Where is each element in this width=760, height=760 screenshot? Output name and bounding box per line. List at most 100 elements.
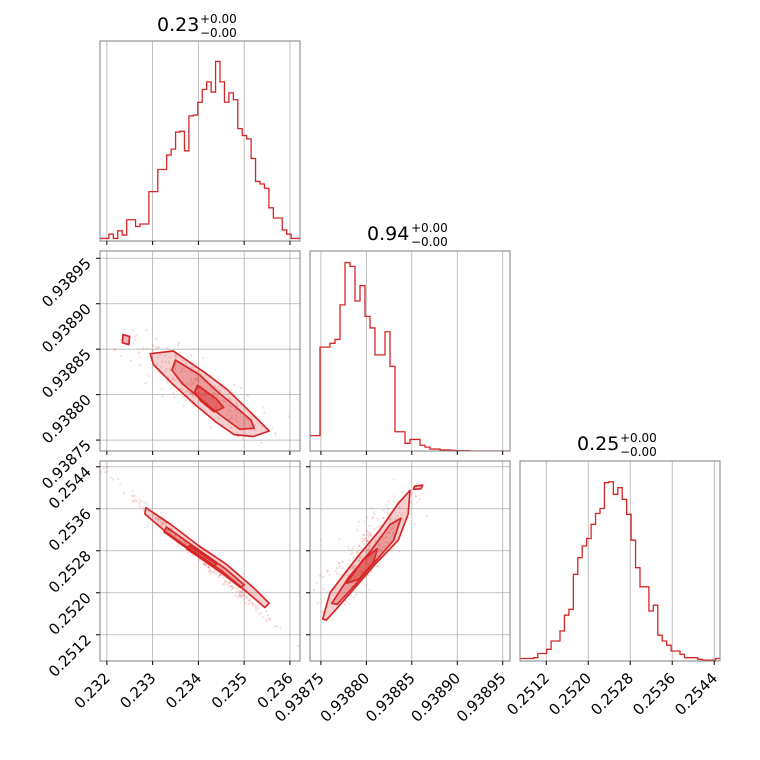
scatter-point [366, 539, 369, 543]
scatter-point [387, 513, 390, 516]
scatter-point [342, 566, 345, 570]
scatter-point [156, 517, 159, 520]
scatter-point [373, 513, 376, 516]
panel-frame [519, 460, 721, 662]
scatter-point [181, 388, 184, 391]
scatter-point [213, 385, 216, 388]
scatter-point [339, 573, 342, 576]
scatter-point [186, 390, 190, 393]
scatter-point [238, 595, 241, 598]
scatter-point [376, 565, 379, 568]
scatter-point [233, 383, 236, 387]
scatter-point [257, 607, 260, 610]
scatter-point [326, 570, 329, 573]
scatter-point [212, 571, 215, 574]
scatter-point [384, 540, 387, 544]
scatter-point [329, 600, 332, 603]
title-2-value: 0.94 [367, 223, 409, 245]
scatter-point [160, 524, 163, 527]
scatter-point [358, 559, 361, 562]
scatter-point [228, 580, 231, 584]
scatter-point [253, 429, 256, 432]
scatter-point [372, 511, 376, 514]
scatter-point [376, 517, 379, 521]
scatter-point [213, 571, 216, 574]
scatter-point [236, 589, 239, 593]
contour-middle [163, 526, 246, 589]
scatter-point [361, 533, 364, 537]
scatter-point [363, 567, 366, 571]
scatter-point [133, 335, 136, 338]
scatter-point [371, 533, 374, 536]
scatter-point [186, 551, 189, 554]
scatter-point [387, 500, 391, 503]
scatter-point [147, 375, 150, 378]
scatter-point [379, 549, 382, 552]
scatter-point [209, 426, 212, 429]
scatter-point [269, 618, 272, 621]
scatter-point [401, 518, 404, 521]
scatter-point [174, 355, 177, 358]
scatter-point [243, 597, 246, 600]
scatter-point [131, 489, 134, 493]
scatter-point [367, 536, 370, 539]
scatter-point [357, 520, 360, 523]
scatter-point [348, 602, 351, 605]
scatter-point [394, 517, 397, 521]
scatter-point [231, 584, 234, 587]
scatter-point [367, 549, 370, 552]
title-3-value: 0.25 [577, 433, 619, 455]
scatter-point [246, 394, 249, 397]
scatter-point [193, 405, 196, 408]
contour-middle [171, 359, 256, 431]
x-tick-label: 0.2544 [671, 669, 721, 719]
scatter-point [347, 545, 350, 548]
scatter-point [391, 548, 395, 551]
scatter-point [228, 393, 231, 396]
scatter-point [140, 500, 143, 503]
scatter-point [226, 413, 229, 416]
scatter-point [142, 508, 145, 511]
scatter-point [161, 395, 164, 398]
scatter-point [190, 366, 193, 369]
scatter-point [365, 516, 368, 519]
panel-frame [309, 250, 511, 452]
scatter-point [241, 594, 244, 597]
scatter-point [174, 535, 177, 538]
scatter-point [398, 549, 401, 553]
scatter-point [239, 590, 243, 593]
scatter-point [164, 354, 167, 357]
scatter-point [228, 585, 231, 588]
scatter-point [229, 581, 232, 584]
scatter-point [244, 602, 247, 605]
scatter-point [120, 338, 123, 342]
scatter-point [414, 494, 417, 498]
scatter-point [376, 565, 379, 568]
scatter-point [366, 533, 369, 536]
scatter-point [338, 565, 341, 568]
contour-blob [412, 484, 424, 491]
scatter-point [230, 388, 233, 391]
scatter-point [155, 346, 158, 349]
scatter-point [373, 528, 376, 531]
scatter-point [351, 547, 354, 550]
scatter-point [138, 356, 141, 359]
scatter-point [182, 395, 185, 398]
scatter-point [225, 580, 228, 583]
scatter-point [166, 346, 169, 349]
scatter-point [109, 476, 112, 479]
scatter-point [236, 404, 239, 407]
plot-area-p0 [100, 60, 300, 240]
y-tick-label: 0.93885 [38, 345, 95, 402]
scatter-point [132, 495, 135, 498]
scatter-point [134, 499, 137, 502]
scatter-point [169, 527, 172, 530]
scatter-point [173, 354, 177, 357]
x-tick-label: 0.232 [71, 669, 114, 712]
scatter-point [138, 504, 141, 507]
scatter-point [352, 545, 356, 548]
scatter-point [248, 599, 251, 602]
scatter-point [374, 538, 377, 541]
title-1-lower: −0.00 [200, 26, 237, 40]
